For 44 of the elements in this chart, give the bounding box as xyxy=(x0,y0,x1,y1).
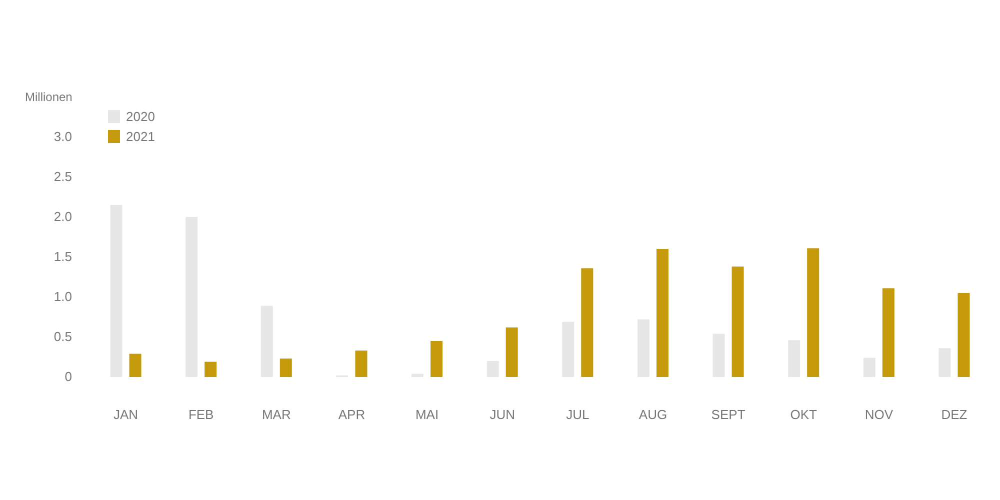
bar xyxy=(186,217,198,377)
x-tick-label: MAR xyxy=(262,407,291,422)
legend-label: 2020 xyxy=(126,109,155,124)
bar xyxy=(712,334,725,377)
bar xyxy=(788,340,800,377)
bar xyxy=(355,350,368,377)
y-tick-label: 3.0 xyxy=(54,129,72,144)
x-tick-label: NOV xyxy=(864,407,894,422)
y-tick-label: 2.5 xyxy=(54,169,72,184)
bar xyxy=(882,288,894,377)
y-tick-label: 2.0 xyxy=(54,209,72,224)
bar xyxy=(732,266,744,377)
x-tick-label: SEPT xyxy=(711,407,746,422)
x-tick-label: DEZ xyxy=(941,407,968,422)
x-tick-label: JAN xyxy=(113,407,138,422)
bar xyxy=(863,358,876,377)
bar xyxy=(938,348,951,377)
y-tick-label: 0 xyxy=(64,369,72,384)
y-axis-title: Millionen xyxy=(25,90,72,104)
bar xyxy=(280,358,292,377)
y-tick-label: 1.0 xyxy=(54,289,72,304)
x-tick-label: AUG xyxy=(638,407,668,422)
x-tick-label: JUN xyxy=(490,407,515,422)
x-tick-label: OKT xyxy=(790,407,818,422)
bar xyxy=(807,248,820,377)
x-tick-label: APR xyxy=(338,407,366,422)
bar xyxy=(260,306,273,377)
y-tick-label: 0.5 xyxy=(54,329,72,344)
legend-label: 2021 xyxy=(126,129,155,144)
bar xyxy=(430,341,443,377)
bar xyxy=(486,361,499,377)
bar xyxy=(637,319,650,377)
bar xyxy=(204,362,217,377)
bar xyxy=(129,354,142,377)
bar xyxy=(562,322,574,377)
x-tick-label: JUL xyxy=(566,407,590,422)
x-tick-label: MAI xyxy=(415,407,439,422)
y-tick-label: 1.5 xyxy=(54,249,72,264)
bar xyxy=(958,293,970,377)
bar xyxy=(656,249,668,377)
x-tick-label: FEB xyxy=(188,407,214,422)
bar xyxy=(110,205,122,377)
bar xyxy=(581,268,594,377)
bar xyxy=(506,327,518,377)
